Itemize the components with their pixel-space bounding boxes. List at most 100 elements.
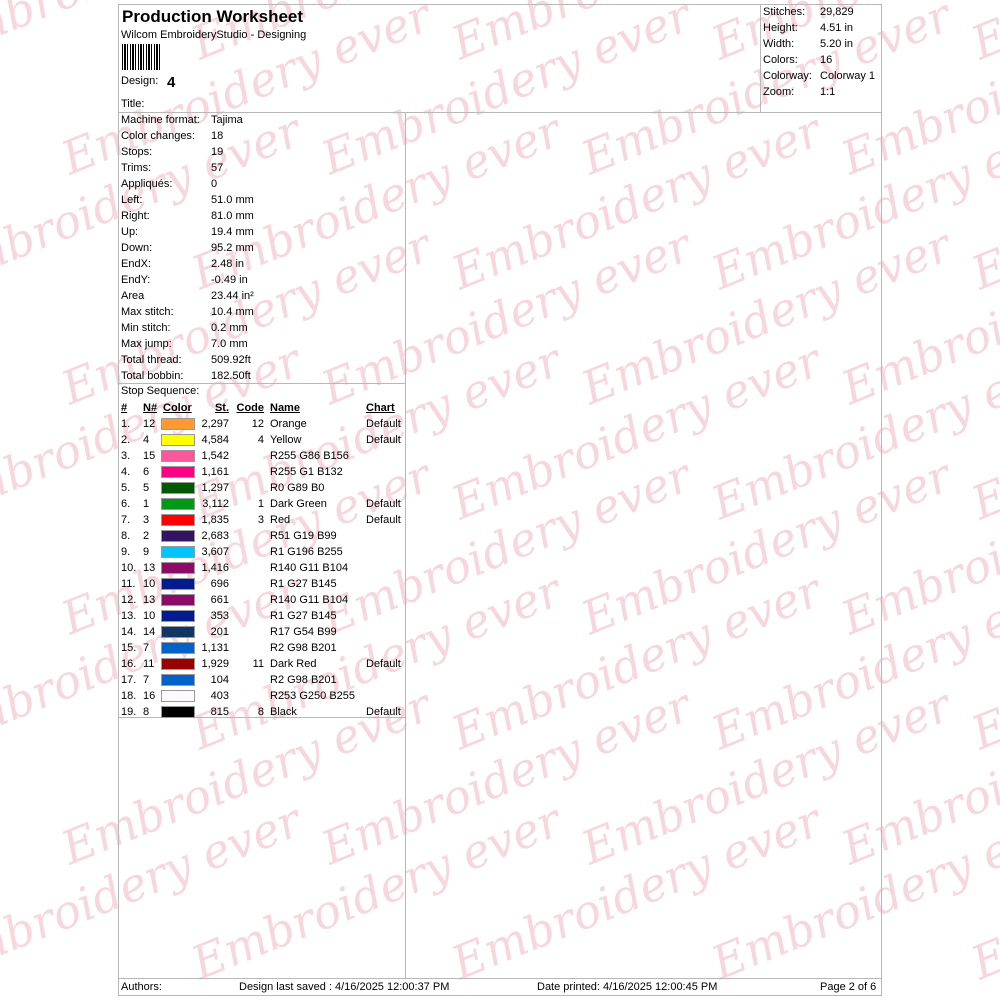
row-needle: 14: [143, 626, 156, 638]
stats-divider: [118, 383, 406, 384]
watermark-logo: Embroidery ever: [833, 0, 1000, 186]
row-stitches: 4,584: [201, 434, 229, 446]
row-code: 4: [257, 434, 264, 446]
row-index: 7.: [121, 514, 131, 526]
watermark-logo: Embroidery ever: [703, 332, 1000, 531]
row-name: R253 G250 B255: [270, 690, 356, 702]
color-swatch: [161, 418, 195, 430]
row-needle: 5: [143, 482, 150, 494]
row-code: 1: [257, 498, 264, 510]
stat-label: Total thread:: [121, 354, 182, 366]
table-row: 3. 15 1,542 R255 G86 B156: [121, 448, 405, 464]
row-needle: 6: [143, 466, 150, 478]
stat-value: 10.4 mm: [211, 306, 254, 318]
footer-authors: Authors:: [121, 981, 162, 993]
stat-value: 19: [211, 146, 224, 158]
row-needle: 13: [143, 594, 156, 606]
design-value: 4: [167, 74, 176, 91]
summary-label: Width:: [763, 38, 795, 50]
stat-value: 23.44 in²: [211, 290, 254, 302]
row-name: R2 G98 B201: [270, 642, 337, 654]
color-swatch: [161, 562, 195, 574]
page-title: Production Worksheet: [122, 7, 304, 26]
row-stitches: 104: [210, 674, 229, 686]
stat-value: 182.50ft: [211, 370, 251, 382]
design-label: Design:: [121, 75, 159, 87]
row-name: R2 G98 B201: [270, 674, 337, 686]
row-chart: Default: [366, 434, 401, 446]
stat-label: Down:: [121, 242, 153, 254]
row-name: R140 G11 B104: [270, 594, 349, 606]
stat-label: Max jump:: [121, 338, 172, 350]
watermark-logo: Embroidery ever: [573, 217, 961, 416]
watermark-logo: Embroidery ever: [963, 102, 1000, 301]
col-code: Code: [236, 402, 265, 414]
stat-label: Stops:: [121, 146, 153, 158]
watermark-logo: Embroidery ever: [443, 562, 831, 761]
row-code: 8: [257, 706, 264, 718]
stat-value: 0: [211, 178, 218, 190]
app-subtitle: Wilcom EmbroideryStudio - Designing: [121, 29, 307, 41]
stat-label: Area: [121, 290, 145, 302]
col-needle: N#: [143, 402, 158, 414]
stat-value: -0.49 in: [211, 274, 248, 286]
watermark-logo: Embroidery ever: [313, 217, 701, 416]
row-needle: 13: [143, 562, 156, 574]
row-index: 14.: [121, 626, 137, 638]
row-name: R255 G86 B156: [270, 450, 349, 462]
row-stitches: 696: [210, 578, 229, 590]
stat-label: Min stitch:: [121, 322, 171, 334]
row-needle: 7: [143, 674, 150, 686]
summary-label: Colors:: [763, 54, 798, 66]
watermark-logo: Embroidery ever: [703, 102, 1000, 301]
row-needle: 7: [143, 642, 150, 654]
summary-value: 1:1: [820, 86, 836, 98]
row-needle: 15: [143, 450, 156, 462]
color-swatch: [161, 530, 195, 542]
row-name: R51 G19 B99: [270, 530, 337, 542]
table-row: 10. 13 1,416 R140 G11 B104: [121, 560, 405, 576]
watermark-logo: Embroidery ever: [963, 792, 1000, 991]
frame-top: [118, 4, 882, 5]
table-row: 11. 10 696 R1 G27 B145: [121, 576, 405, 592]
row-chart: Default: [366, 658, 401, 670]
footer-page-number: Page 2 of 6: [820, 981, 877, 993]
row-name: Orange: [270, 418, 307, 430]
sequence-divider: [118, 717, 406, 718]
summary-value: 29,829: [820, 6, 854, 18]
col-index: #: [121, 402, 128, 414]
row-index: 18.: [121, 690, 137, 702]
table-row: 13. 10 353 R1 G27 B145: [121, 608, 405, 624]
table-row: 19. 8 815 8 Black Default: [121, 704, 405, 720]
watermark-logo: Embroidery ever: [573, 677, 961, 876]
color-swatch: [161, 690, 195, 702]
row-index: 17.: [121, 674, 137, 686]
row-index: 8.: [121, 530, 131, 542]
footer-divider: [118, 978, 882, 979]
stat-value: 95.2 mm: [211, 242, 254, 254]
color-swatch: [161, 706, 195, 718]
color-swatch: [161, 594, 195, 606]
row-needle: 10: [143, 610, 156, 622]
column-divider: [405, 112, 406, 978]
stat-label: Max stitch:: [121, 306, 174, 318]
watermark-logo: Embroidery ever: [0, 792, 311, 991]
row-needle: 11: [143, 658, 155, 670]
stat-label: Right:: [121, 210, 150, 222]
watermark-logo: Embroidery ever: [183, 792, 571, 991]
color-swatch: [161, 466, 195, 478]
row-index: 15.: [121, 642, 137, 654]
col-color: Color: [163, 402, 192, 414]
stat-label: Machine format:: [121, 114, 200, 126]
row-index: 13.: [121, 610, 137, 622]
row-index: 10.: [121, 562, 137, 574]
row-needle: 12: [143, 418, 156, 430]
row-code: 3: [257, 514, 264, 526]
row-stitches: 3,607: [201, 546, 229, 558]
row-stitches: 2,683: [201, 530, 229, 542]
table-row: 16. 11 1,929 11 Dark Red Default: [121, 656, 405, 672]
color-swatch: [161, 498, 195, 510]
table-row: 9. 9 3,607 R1 G196 B255: [121, 544, 405, 560]
stat-label: Left:: [121, 194, 143, 206]
row-name: R1 G27 B145: [270, 578, 337, 590]
